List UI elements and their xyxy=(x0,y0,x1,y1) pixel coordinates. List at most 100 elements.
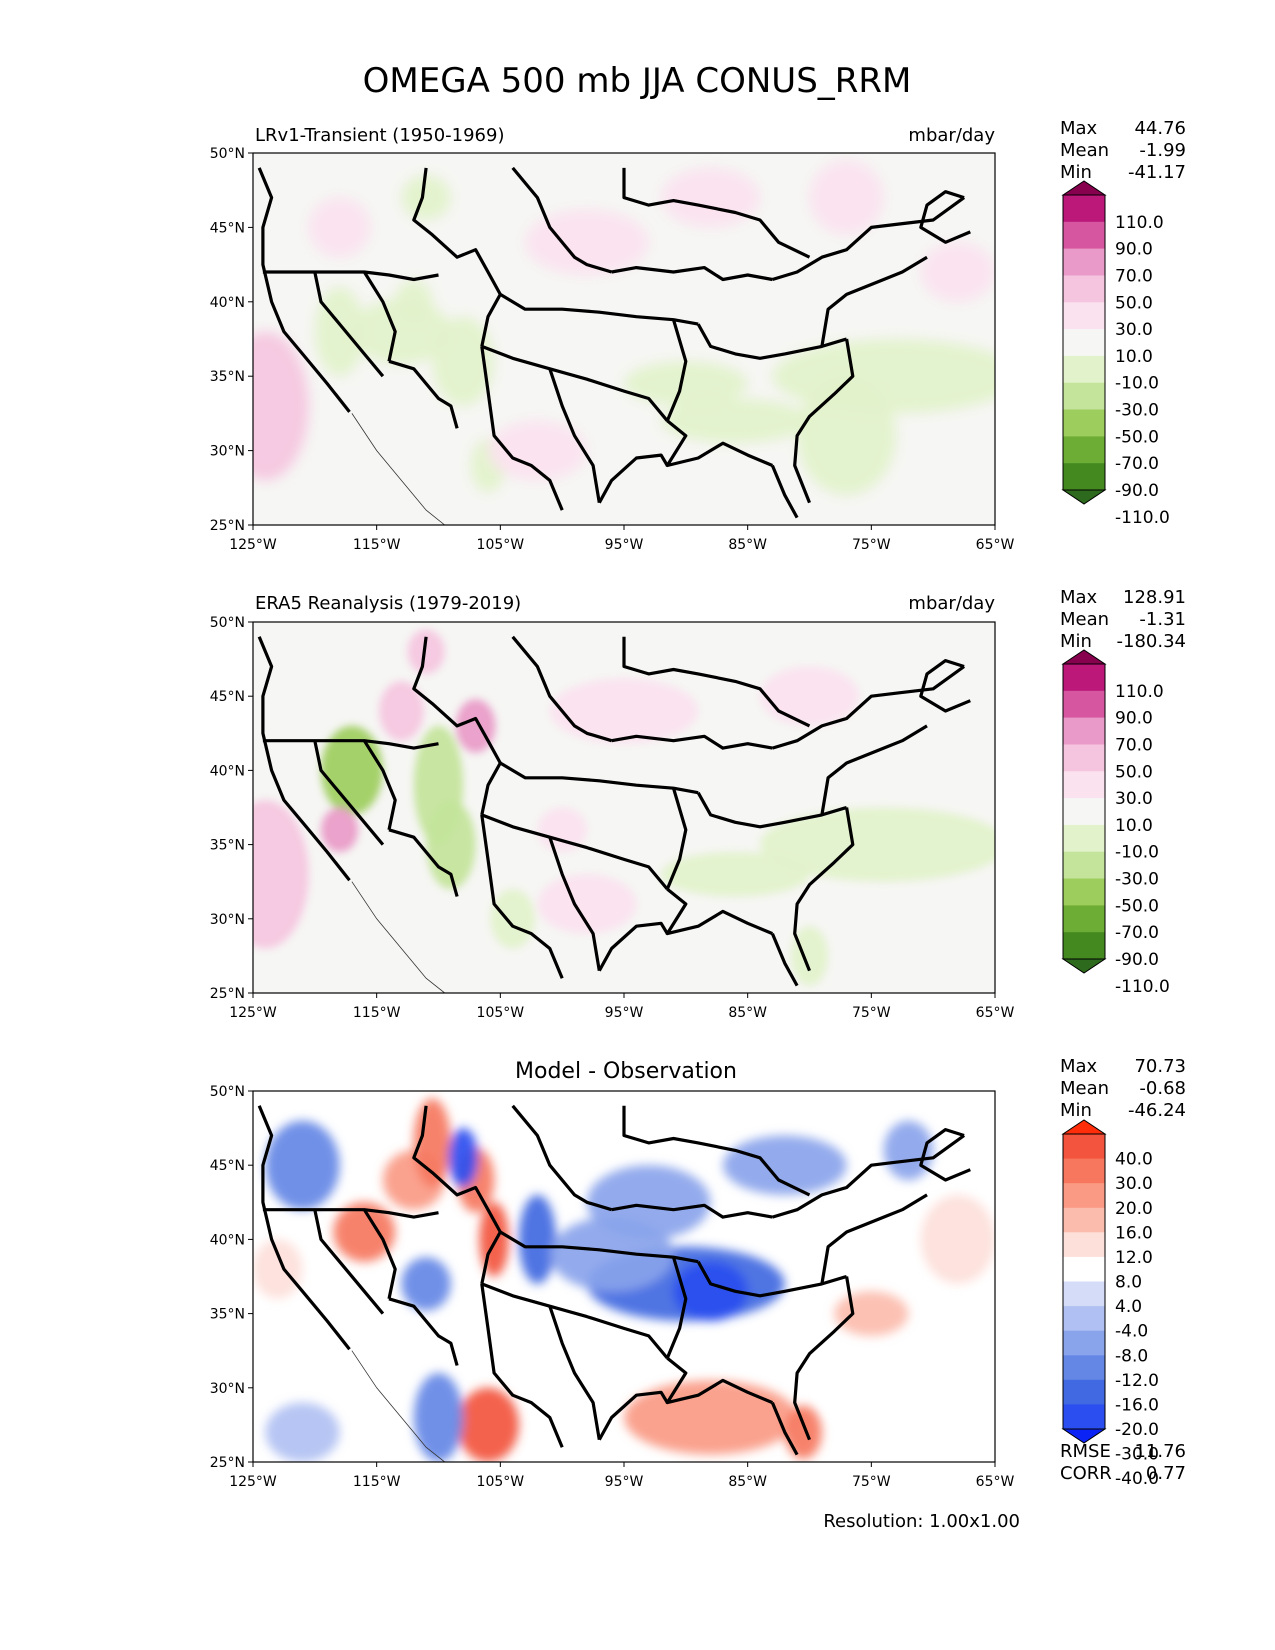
lon-tick-label: 65°W xyxy=(976,1005,1015,1021)
colorbar-segment xyxy=(1063,355,1105,384)
colorbar-label: -30.0 xyxy=(1115,1445,1159,1465)
basin-boundary xyxy=(665,1256,688,1359)
coastline xyxy=(351,413,445,525)
basin-boundaries xyxy=(257,635,971,993)
colorbar-segment xyxy=(1063,275,1105,303)
colorbar-label: 30.0 xyxy=(1115,1174,1153,1194)
colorbar-label: 30.0 xyxy=(1115,789,1153,809)
basin-boundary xyxy=(771,1134,966,1219)
lon-tick-label: 65°W xyxy=(976,1474,1015,1490)
stat-value-max: 70.73 xyxy=(1134,1056,1186,1077)
field-anomaly xyxy=(432,316,495,406)
colorbar: 110.0 90.0 70.0 50.0 30.0 10.0 -10.0 -30.0 -50.0… xyxy=(1061,180,1170,528)
field-anomaly xyxy=(401,175,451,220)
stat-label-mean: Mean xyxy=(1060,140,1109,161)
metric-value-corr: 0.77 xyxy=(1146,1463,1186,1484)
lat-tick-label: 35°N xyxy=(210,1307,245,1323)
basin-boundary xyxy=(362,739,397,831)
lat-tick-label: 45°N xyxy=(210,689,245,705)
colorbar-frame xyxy=(1062,1133,1106,1430)
colorbar-label: 110.0 xyxy=(1115,213,1164,233)
colorbar-label: 8.0 xyxy=(1115,1273,1142,1293)
colorbar-segment xyxy=(1063,382,1105,410)
basin-boundaries xyxy=(257,166,971,525)
field-anomaly xyxy=(661,852,810,897)
lat-tick-label: 30°N xyxy=(210,1381,245,1397)
colorbar-segment xyxy=(1063,690,1105,719)
resolution-label: Resolution: 1.00x1.00 xyxy=(823,1511,1020,1532)
colorbar-segment xyxy=(1063,1134,1105,1160)
basin-boundary xyxy=(262,739,439,750)
field-anomaly xyxy=(784,1405,822,1460)
lon-tick-label: 125°W xyxy=(229,1005,277,1021)
colorbar-label: -16.0 xyxy=(1115,1395,1159,1415)
lat-tick-label: 50°N xyxy=(210,615,245,631)
colorbar-label: -30.0 xyxy=(1115,870,1159,890)
field-anomaly xyxy=(253,800,309,949)
field-anomaly xyxy=(797,376,897,496)
field-anomaly xyxy=(379,681,424,741)
colorbar-label: -20.0 xyxy=(1115,1420,1159,1440)
colorbar-label: -110.0 xyxy=(1115,977,1170,997)
field-anomaly xyxy=(457,1387,519,1462)
colorbar-frame xyxy=(1062,194,1106,491)
lon-tick-label: 75°W xyxy=(852,1474,891,1490)
basin-boundary xyxy=(548,368,601,503)
basin-boundary xyxy=(665,887,774,936)
basin-boundary xyxy=(262,1208,439,1219)
field-anomaly xyxy=(537,874,637,934)
colorbar-label: -30.0 xyxy=(1115,401,1159,421)
colorbar-segment xyxy=(1063,824,1105,853)
basin-boundary xyxy=(919,190,971,244)
colorbar-extend-bottom xyxy=(1061,489,1107,505)
stat-value-max: 128.91 xyxy=(1123,587,1186,608)
lat-tick-label: 45°N xyxy=(210,220,245,236)
panel-bottom: Model - Observation 50°N 45°N 40°N 35°N 30°N… xyxy=(210,1056,1186,1490)
field-anomaly xyxy=(673,1261,748,1322)
field-anomaly xyxy=(308,197,371,258)
lon-tick-label: 125°W xyxy=(229,1474,277,1490)
colorbar-segment xyxy=(1063,798,1105,826)
field-anomaly xyxy=(395,279,433,325)
panel-units: mbar/day xyxy=(908,593,995,614)
field-anomaly xyxy=(321,807,359,853)
colorbar-segment xyxy=(1063,1281,1105,1307)
lat-tick-label: 30°N xyxy=(210,444,245,460)
basin-boundary xyxy=(770,932,799,987)
lon-tick-label: 125°W xyxy=(229,537,277,553)
colorbar-label: 90.0 xyxy=(1115,240,1153,260)
coastline xyxy=(351,1350,445,1462)
field-layer xyxy=(253,629,995,986)
basin-boundary xyxy=(793,1276,855,1441)
colorbar-label: 50.0 xyxy=(1115,762,1153,782)
basin-boundary xyxy=(771,665,966,750)
colorbar-segment xyxy=(1063,771,1105,799)
basin-boundary xyxy=(511,1104,613,1212)
lat-tick-label: 35°N xyxy=(210,838,245,854)
coastline xyxy=(351,881,445,993)
colorbar-label: 20.0 xyxy=(1115,1199,1153,1219)
field-anomaly xyxy=(790,926,829,986)
colorbar-extend-bottom xyxy=(1061,958,1107,974)
lon-tick-label: 105°W xyxy=(477,1005,525,1021)
lon-tick-label: 85°W xyxy=(728,537,767,553)
colorbar-segment xyxy=(1063,436,1105,464)
colorbar-segment xyxy=(1063,329,1105,357)
panel-title: Model - Observation xyxy=(515,1059,737,1084)
basin-boundary xyxy=(412,1105,502,1285)
panel-units: mbar/day xyxy=(908,125,995,146)
basin-boundary xyxy=(388,1297,459,1366)
basin-boundary xyxy=(622,167,811,259)
field-anomaly xyxy=(265,1402,340,1462)
metric-label-rmse: RMSE xyxy=(1060,1441,1111,1462)
field-anomaly xyxy=(661,398,810,444)
stat-value-min: -41.17 xyxy=(1128,162,1186,183)
stat-value-min: -46.24 xyxy=(1128,1100,1186,1121)
basin-boundary xyxy=(313,1209,385,1315)
colorbar-label: 10.0 xyxy=(1115,816,1153,836)
field-layer xyxy=(253,1098,995,1462)
basin-boundary xyxy=(362,1208,397,1300)
basin-boundary xyxy=(820,1193,928,1285)
axis-ticks: 50°N 45°N 40°N 35°N 30°N 25°N 125°W 115°W 105°W 9… xyxy=(210,615,1015,1021)
lat-tick-label: 25°N xyxy=(210,1455,245,1471)
